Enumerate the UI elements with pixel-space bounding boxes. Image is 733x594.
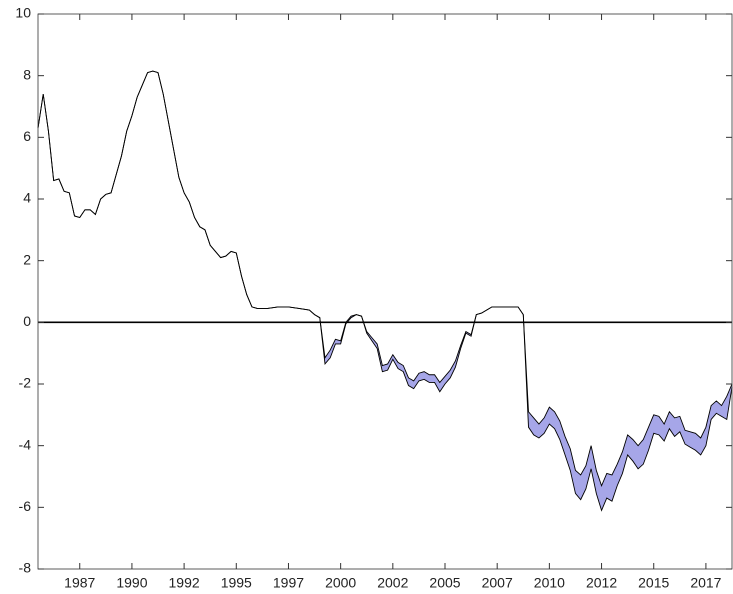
y-tick-label: -8 [19, 560, 32, 576]
y-tick-label: -4 [19, 436, 32, 452]
y-tick-label: -2 [19, 375, 32, 391]
x-tick-label: 2015 [638, 575, 669, 591]
plot-frame [37, 13, 733, 570]
x-tick-label: 1997 [273, 575, 304, 591]
x-tick-label: 2000 [325, 575, 356, 591]
x-tick-label: 1995 [221, 575, 252, 591]
x-tick-label: 2005 [429, 575, 460, 591]
x-tick-label: 1987 [64, 575, 95, 591]
x-tick-label: 2007 [482, 575, 513, 591]
band [38, 71, 732, 511]
y-tick-label: 6 [23, 128, 31, 144]
y-tick-label: 10 [15, 5, 31, 21]
x-tick-label: 1992 [169, 575, 200, 591]
y-tick-label: 8 [23, 66, 31, 82]
y-tick-label: 0 [23, 313, 31, 329]
x-tick-label: 2012 [586, 575, 617, 591]
x-tick-label: 2010 [534, 575, 565, 591]
series-line [37, 70, 733, 488]
x-tick-label: 2017 [690, 575, 721, 591]
x-tick-label: 2002 [377, 575, 408, 591]
x-tick-label: 1990 [116, 575, 147, 591]
y-tick-label: 2 [23, 251, 31, 267]
y-tick-label: 4 [23, 190, 31, 206]
y-tick-label: -6 [19, 498, 32, 514]
series-line [37, 70, 733, 512]
